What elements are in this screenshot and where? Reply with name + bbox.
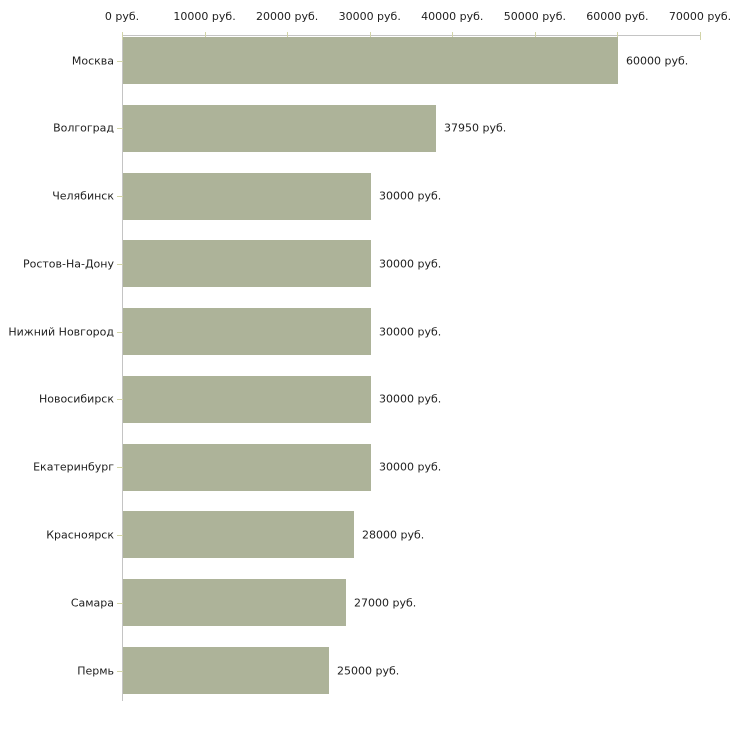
y-axis-tick-mark xyxy=(117,61,123,62)
bar xyxy=(123,240,371,288)
x-axis-tick-labels: 0 руб. 10000 руб. 20000 руб. 30000 руб. 4000… xyxy=(0,9,730,24)
y-axis-line xyxy=(122,35,123,701)
y-axis-label: Пермь xyxy=(77,664,114,678)
bar-value-label: 30000 руб. xyxy=(379,325,442,339)
x-axis-tick-mark xyxy=(204,32,206,40)
bar-value-label: 25000 руб. xyxy=(337,664,400,678)
plot-area: 60000 руб. 37950 руб. 30000 руб. 30000 руб.… xyxy=(117,32,701,701)
y-axis-label: Новосибирск xyxy=(38,392,114,406)
y-axis-label: Нижний Новгород xyxy=(8,325,114,339)
y-axis-label: Волгоград xyxy=(53,121,114,135)
x-axis-tick-label: 0 руб. xyxy=(104,10,140,23)
x-axis-tick-mark xyxy=(287,32,289,40)
bar-value-label: 30000 руб. xyxy=(379,460,442,474)
bar-value-label: 27000 руб. xyxy=(354,596,417,610)
bar xyxy=(123,308,371,356)
x-axis-tick-mark xyxy=(369,32,371,40)
bar xyxy=(123,172,371,220)
x-axis-tick-label: 60000 руб. xyxy=(586,10,649,23)
bar-value-label: 30000 руб. xyxy=(379,392,442,406)
x-axis-tick-mark xyxy=(700,32,701,40)
bar xyxy=(123,647,329,695)
y-axis-tick-mark xyxy=(117,603,123,604)
y-axis-label: Красноярск xyxy=(46,528,114,542)
x-axis-tick-label: 30000 руб. xyxy=(338,10,401,23)
y-axis-tick-mark xyxy=(117,128,123,129)
bar-value-label: 37950 руб. xyxy=(444,121,507,135)
y-axis-tick-mark xyxy=(117,535,123,536)
bar xyxy=(123,579,346,627)
bar-value-label: 60000 руб. xyxy=(626,54,689,67)
y-axis-label: Москва xyxy=(71,54,114,67)
y-axis-label: Самара xyxy=(70,596,114,610)
y-axis-tick-mark xyxy=(117,399,123,400)
x-axis-tick-label: 70000 руб. xyxy=(668,10,730,23)
y-axis-tick-mark xyxy=(117,467,123,468)
bar xyxy=(123,37,618,84)
bar xyxy=(123,375,371,423)
y-axis-tick-mark xyxy=(117,671,123,672)
y-axis-label: Ростов-На-Дону xyxy=(22,257,114,271)
y-axis-label: Екатеринбург xyxy=(33,460,114,474)
x-axis-tick-mark xyxy=(452,32,454,40)
y-axis-labels: Москва Волгоград Челябинск Ростов-На-Дону Ни… xyxy=(0,35,114,701)
x-axis-tick-label: 40000 руб. xyxy=(421,10,484,23)
bar xyxy=(123,104,436,152)
x-axis-tick-mark xyxy=(617,32,619,40)
y-axis-tick-mark xyxy=(117,196,123,197)
x-axis-tick-mark xyxy=(122,32,123,40)
bar-value-label: 28000 руб. xyxy=(362,528,425,542)
x-axis-tick-mark xyxy=(534,32,536,40)
x-axis-tick-label: 10000 руб. xyxy=(173,10,236,23)
y-axis-tick-mark xyxy=(117,332,123,333)
bar xyxy=(123,443,371,491)
y-axis-tick-mark xyxy=(117,264,123,265)
x-axis-tick-label: 50000 руб. xyxy=(503,10,566,23)
bar-value-label: 30000 руб. xyxy=(379,189,442,203)
y-axis-label: Челябинск xyxy=(52,189,114,203)
bar-value-label: 30000 руб. xyxy=(379,257,442,271)
bar xyxy=(123,511,354,559)
x-axis-line xyxy=(122,35,701,36)
x-axis-tick-label: 20000 руб. xyxy=(256,10,319,23)
